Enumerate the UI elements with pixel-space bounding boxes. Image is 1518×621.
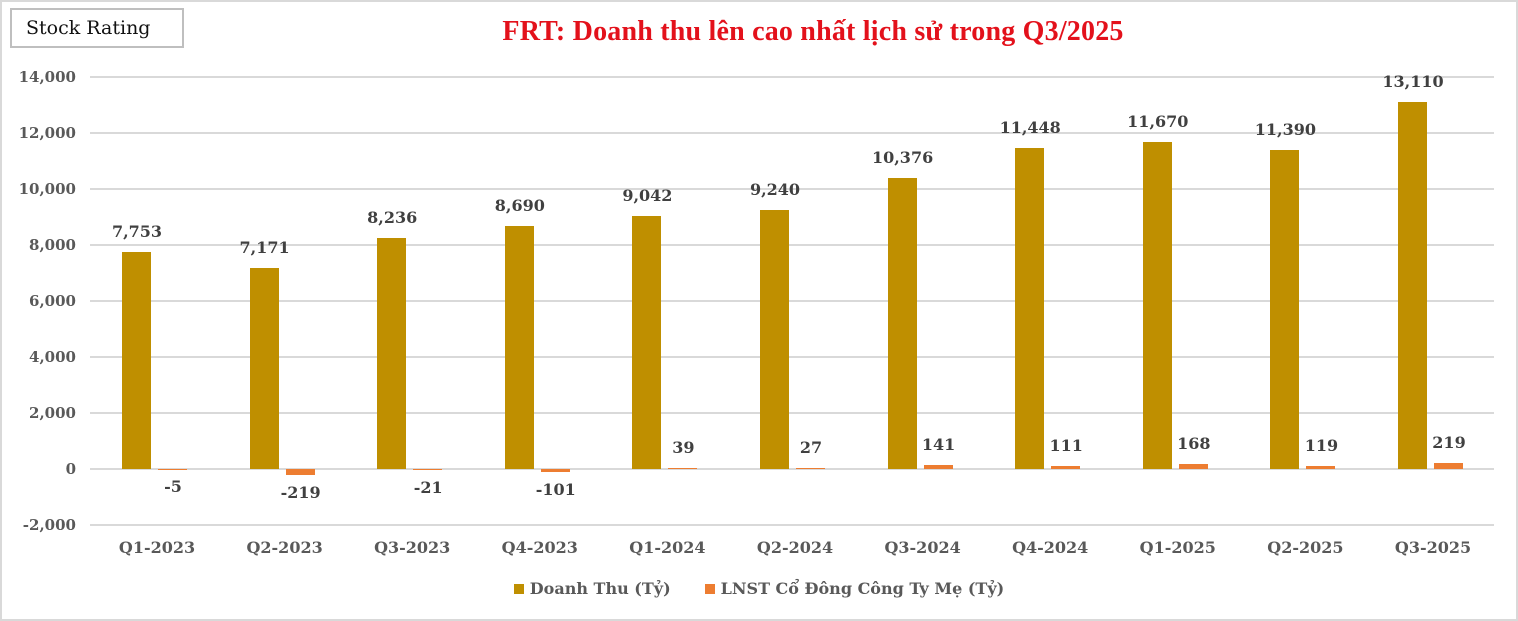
gridline: [90, 188, 1494, 190]
profit-bar[interactable]: [540, 469, 570, 472]
profit-bar[interactable]: [1306, 465, 1336, 469]
x-axis-tick-label: Q3-2025: [1394, 538, 1472, 557]
profit-data-label: 141: [921, 435, 956, 455]
gridline: [90, 468, 1494, 470]
revenue-bar[interactable]: [887, 178, 917, 469]
revenue-data-label: 9,240: [749, 180, 801, 200]
revenue-bar[interactable]: [1015, 148, 1045, 469]
x-axis-tick-label: Q3-2023: [374, 538, 451, 557]
revenue-bar[interactable]: [122, 251, 151, 469]
revenue-bar[interactable]: [504, 225, 534, 469]
legend-label-revenue: Doanh Thu (Tỷ): [529, 579, 671, 598]
y-axis-tick-label: 14,000: [18, 68, 76, 86]
profit-data-label: 39: [672, 437, 695, 457]
revenue-data-label: 11,448: [999, 118, 1061, 138]
revenue-data-label: 13,110: [1382, 71, 1444, 91]
x-axis-tick-label: Q3-2024: [884, 538, 961, 557]
x-axis-tick-label: Q2-2024: [756, 538, 834, 557]
gridline: [90, 300, 1494, 302]
profit-bar[interactable]: [413, 469, 443, 470]
profit-bar[interactable]: [796, 468, 825, 470]
revenue-data-label: 8,236: [367, 208, 418, 228]
profit-bar[interactable]: [1434, 462, 1463, 469]
profit-data-label: 119: [1304, 435, 1339, 455]
y-axis-tick-label: 4,000: [29, 348, 76, 366]
revenue-bar[interactable]: [1398, 101, 1427, 469]
revenue-data-label: 11,390: [1254, 120, 1316, 140]
revenue-data-label: 8,690: [494, 195, 545, 215]
profit-bar[interactable]: [1051, 465, 1081, 469]
revenue-data-label: 10,376: [871, 148, 934, 168]
y-axis-tick-label: 12,000: [18, 124, 76, 142]
x-axis-tick-label: Q1-2024: [629, 538, 706, 557]
profit-bar[interactable]: [1178, 464, 1208, 469]
gridline: [90, 76, 1494, 78]
profit-data-label: -101: [535, 479, 576, 499]
revenue-bar[interactable]: [632, 215, 662, 469]
revenue-bar[interactable]: [760, 210, 789, 469]
profit-bar[interactable]: [923, 465, 953, 469]
gridline: [90, 412, 1494, 414]
legend-item-revenue[interactable]: Doanh Thu (Tỷ): [513, 579, 671, 598]
gridline: [90, 244, 1494, 246]
revenue-data-label: 7,171: [239, 238, 290, 258]
gridline: [90, 132, 1494, 134]
y-axis-tick-label: -2,000: [22, 516, 76, 534]
y-axis-tick-label: 10,000: [18, 180, 76, 198]
profit-data-label: -21: [413, 477, 443, 497]
profit-data-label: -219: [280, 483, 321, 503]
x-axis-tick-label: Q4-2024: [1012, 538, 1089, 557]
revenue-bar[interactable]: [377, 238, 407, 469]
legend-item-profit[interactable]: LNST Cổ Đông Công Ty Mẹ (Tỷ): [704, 579, 1005, 598]
profit-swatch-icon: [704, 583, 715, 594]
profit-bar[interactable]: [158, 469, 187, 470]
y-axis-tick-label: 2,000: [29, 404, 76, 422]
x-axis-tick-label: Q1-2025: [1139, 538, 1216, 557]
profit-data-label: 27: [799, 438, 823, 458]
profit-data-label: 111: [1049, 435, 1083, 455]
legend: Doanh Thu (Tỷ) LNST Cổ Đông Công Ty Mẹ (…: [0, 579, 1518, 598]
profit-data-label: 168: [1177, 434, 1211, 454]
profit-bar[interactable]: [668, 467, 698, 469]
revenue-bar[interactable]: [1142, 142, 1172, 469]
profit-data-label: -5: [164, 477, 182, 497]
revenue-data-label: 11,670: [1127, 112, 1189, 132]
revenue-data-label: 9,042: [622, 185, 673, 205]
revenue-bar[interactable]: [1270, 150, 1300, 469]
chart-title: FRT: Doanh thu lên cao nhất lịch sử tron…: [502, 16, 1124, 47]
y-axis-tick-label: 8,000: [29, 236, 76, 254]
y-axis-tick-label: 6,000: [29, 292, 76, 310]
revenue-bar[interactable]: [249, 268, 279, 469]
gridline: [90, 524, 1494, 526]
revenue-data-label: 7,753: [111, 221, 163, 241]
legend-label-profit: LNST Cổ Đông Công Ty Mẹ (Tỷ): [720, 579, 1005, 598]
stock-rating-badge: Stock Rating: [10, 8, 184, 48]
gridline: [90, 356, 1494, 358]
x-axis-tick-label: Q1-2023: [118, 538, 196, 557]
y-axis-tick-label: 0: [65, 460, 76, 478]
profit-data-label: 219: [1432, 432, 1466, 452]
x-axis-tick-label: Q2-2025: [1267, 538, 1344, 557]
x-axis-tick-label: Q2-2023: [246, 538, 323, 557]
revenue-swatch-icon: [513, 583, 524, 594]
profit-bar[interactable]: [285, 469, 315, 476]
x-axis-tick-label: Q4-2023: [501, 538, 578, 557]
